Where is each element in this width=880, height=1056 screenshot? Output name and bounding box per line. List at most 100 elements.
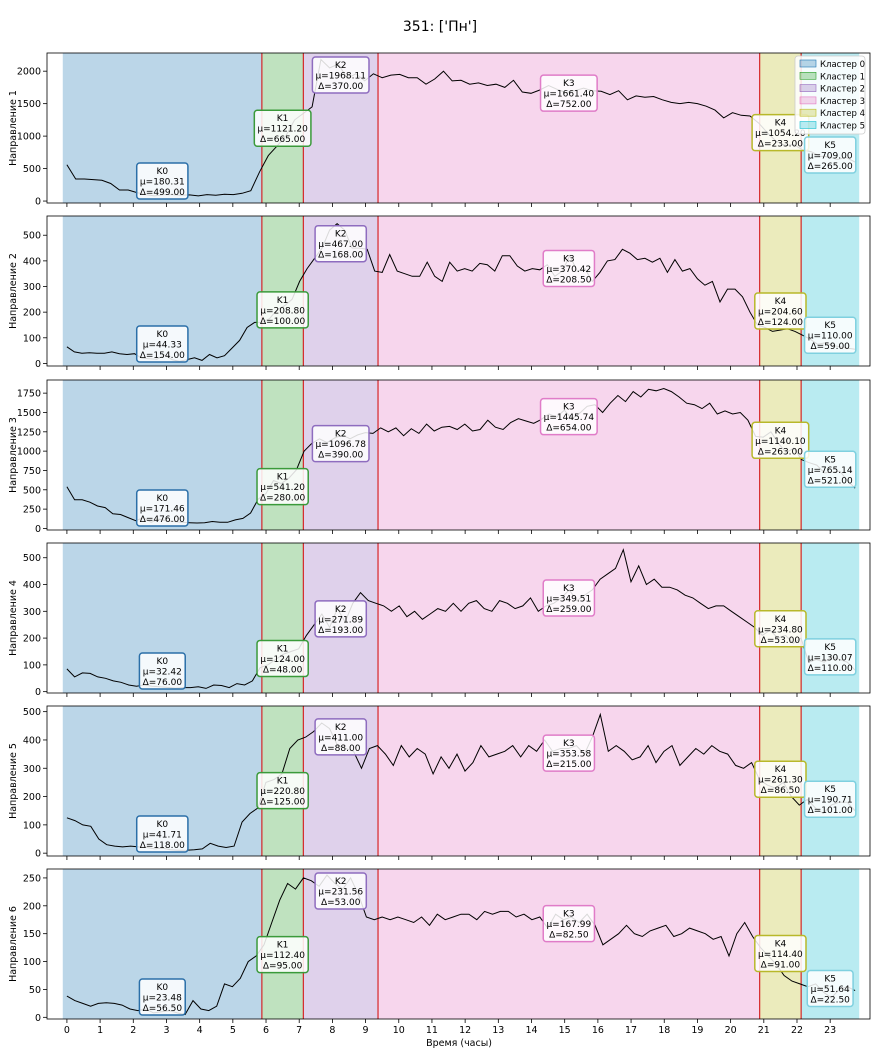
annotation-box xyxy=(803,450,857,489)
y-tick-label: 0 xyxy=(35,849,41,860)
y-tick-label: 400 xyxy=(23,580,41,591)
y-axis-label: Направление 6 xyxy=(8,906,19,982)
legend-entry: Кластер 5 xyxy=(820,122,865,132)
cluster-annotation-k2: K2μ=1968.11Δ=370.00 xyxy=(311,56,370,94)
cluster-annotation-k4: K4μ=114.40Δ=91.00 xyxy=(754,934,807,973)
annotation-text: μ=349.51 xyxy=(546,595,591,605)
y-tick-label: 500 xyxy=(23,164,41,175)
annotation-text: K0 xyxy=(156,167,168,177)
series-line xyxy=(66,387,856,524)
y-tick-label: 0 xyxy=(35,359,41,370)
annotation-text: K4 xyxy=(775,615,787,625)
annotation-text: K0 xyxy=(156,657,168,667)
cluster-annotation-k1: K1μ=112.40Δ=95.00 xyxy=(256,935,309,974)
axes-frame xyxy=(46,52,871,204)
annotation-text: K1 xyxy=(277,941,289,951)
x-tick-label: 10 xyxy=(393,1025,405,1036)
cluster-annotation-k1: K1μ=220.80Δ=125.00 xyxy=(256,771,309,810)
panels: K0μ=180.31Δ=499.00K1μ=1121.20Δ=665.00K2μ… xyxy=(8,52,871,1036)
annotation-text: K4 xyxy=(775,119,787,129)
y-tick-label: 1000 xyxy=(17,132,41,143)
annotation-box xyxy=(806,969,854,1008)
annotation-text: K4 xyxy=(775,940,787,950)
annotation-box xyxy=(256,935,309,974)
annotation-text: μ=353.58 xyxy=(546,750,591,760)
annotation-text: μ=1968.11 xyxy=(315,72,365,82)
annotation-text: Δ=53.00 xyxy=(321,898,361,908)
annotation-box xyxy=(803,316,857,354)
y-tick-label: 300 xyxy=(23,764,41,775)
cluster-annotation-k0: K0μ=180.31Δ=499.00 xyxy=(135,162,189,200)
y-tick-label: 500 xyxy=(23,485,41,496)
annotation-box xyxy=(135,325,189,363)
panel-4: K0μ=32.42Δ=76.00K1μ=124.00Δ=48.00K2μ=271… xyxy=(8,542,871,698)
annotation-box xyxy=(135,815,189,853)
y-axis-label: Направление 1 xyxy=(8,90,19,166)
annotation-box xyxy=(542,579,596,617)
annotation-text: Δ=88.00 xyxy=(321,744,361,754)
annotation-text: Δ=499.00 xyxy=(140,188,185,198)
y-tick-label: 400 xyxy=(23,735,41,746)
annotation-text: μ=1054.20 xyxy=(755,129,806,139)
y-tick-label: 1750 xyxy=(17,389,41,400)
annotation-text: μ=124.00 xyxy=(260,655,305,665)
annotation-text: K2 xyxy=(335,230,347,240)
annotation-text: μ=709.00 xyxy=(808,152,853,162)
annotation-text: Δ=476.00 xyxy=(140,515,185,525)
annotation-text: K1 xyxy=(277,644,289,654)
x-tick-label: 4 xyxy=(197,1025,203,1036)
annotation-box xyxy=(539,74,598,112)
annotation-text: μ=208.80 xyxy=(260,306,305,316)
y-tick-label: 500 xyxy=(23,707,41,718)
annotation-text: μ=23.48 xyxy=(143,994,182,1004)
x-tick-label: 18 xyxy=(658,1025,670,1036)
y-tick-label: 100 xyxy=(23,333,41,344)
cluster-span-k1 xyxy=(261,380,304,530)
x-tick-label: 0 xyxy=(64,1025,70,1036)
x-axis-label: Время (часы) xyxy=(426,1038,492,1049)
legend-swatch xyxy=(799,96,817,105)
y-tick-label: 200 xyxy=(23,308,41,319)
cluster-annotation-k5: K5μ=765.14Δ=521.00 xyxy=(803,450,857,489)
annotation-text: Δ=233.00 xyxy=(758,140,803,150)
annotation-box xyxy=(542,904,596,943)
axes-frame xyxy=(46,705,871,857)
legend-entry: Кластер 4 xyxy=(820,109,865,119)
legend-entry: Кластер 0 xyxy=(820,60,865,70)
annotation-text: μ=114.40 xyxy=(758,950,803,960)
x-tick-label: 6 xyxy=(263,1025,269,1036)
legend-swatch xyxy=(799,108,817,117)
figure-title: 351: ['Пн'] xyxy=(403,19,477,35)
cluster-annotation-k2: K2μ=271.89Δ=193.00 xyxy=(314,600,368,638)
x-tick-label: 7 xyxy=(296,1025,302,1036)
annotation-text: K5 xyxy=(824,321,836,331)
annotation-text: μ=1140.10 xyxy=(755,437,806,447)
annotation-text: μ=765.14 xyxy=(808,466,853,476)
annotation-text: μ=130.07 xyxy=(808,653,853,663)
cluster-span-k1 xyxy=(261,216,304,366)
annotation-text: K0 xyxy=(156,494,168,504)
annotation-text: μ=110.00 xyxy=(808,332,853,342)
x-tick-label: 22 xyxy=(791,1025,803,1036)
x-tick-label: 21 xyxy=(758,1025,770,1036)
legend-swatch xyxy=(799,121,817,129)
y-tick-label: 400 xyxy=(23,256,41,267)
annotation-text: Δ=22.50 xyxy=(810,996,850,1006)
legend-entry: Кластер 2 xyxy=(820,85,865,95)
y-tick-label: 750 xyxy=(23,466,41,477)
series-line xyxy=(66,874,856,1016)
annotation-text: K5 xyxy=(824,141,836,151)
y-axis-label: Направление 2 xyxy=(8,253,19,329)
annotation-text: μ=204.60 xyxy=(758,307,803,317)
annotation-box xyxy=(314,872,368,910)
annotation-box xyxy=(542,734,596,772)
panel-6: K0μ=23.48Δ=56.50K1μ=112.40Δ=95.00K2μ=231… xyxy=(8,868,871,1036)
annotation-text: K5 xyxy=(824,455,836,465)
annotation-text: K5 xyxy=(824,785,836,795)
cluster-annotation-k0: K0μ=44.33Δ=154.00 xyxy=(135,325,189,363)
cluster-annotation-k4: K4μ=204.60Δ=124.00 xyxy=(754,292,807,330)
x-tick-label: 16 xyxy=(592,1025,604,1036)
y-tick-label: 200 xyxy=(23,792,41,803)
annotation-text: Δ=280.00 xyxy=(260,494,305,504)
y-tick-label: 300 xyxy=(23,282,41,293)
